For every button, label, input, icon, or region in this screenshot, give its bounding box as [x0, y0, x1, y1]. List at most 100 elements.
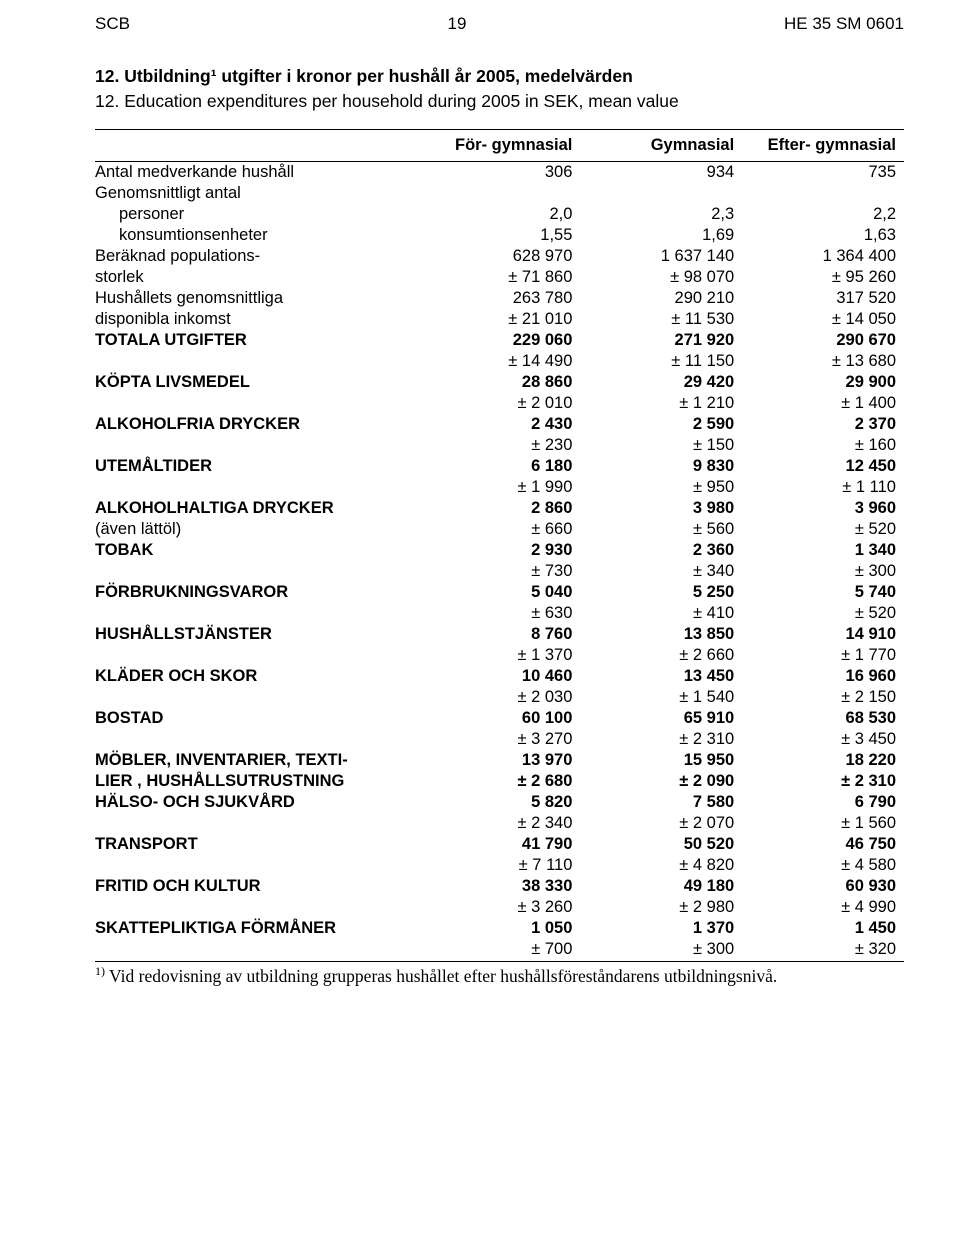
row-value: 15 950: [580, 750, 742, 771]
row-value: 229 060: [419, 330, 581, 351]
row-value: ± 340: [580, 561, 742, 582]
table-row: ALKOHOLHALTIGA DRYCKER2 8603 9803 960: [95, 498, 904, 519]
row-value: 65 910: [580, 708, 742, 729]
row-value: ± 2 340: [419, 813, 581, 834]
row-value: ± 1 210: [580, 393, 742, 414]
footnote: 1) Vid redovisning av utbildning grupper…: [95, 964, 904, 987]
row-value: ± 2 010: [419, 393, 581, 414]
row-value: ± 950: [580, 477, 742, 498]
row-value: ± 2 310: [742, 771, 904, 792]
row-label: FÖRBRUKNINGSVAROR: [95, 582, 419, 603]
row-value: ± 11 530: [580, 309, 742, 330]
title-english: 12. Education expenditures per household…: [95, 89, 904, 114]
row-value: ± 21 010: [419, 309, 581, 330]
table-header-row: För- gymnasial Gymnasial Efter- gymnasia…: [95, 129, 904, 161]
row-label: UTEMÅLTIDER: [95, 456, 419, 477]
row-value: 16 960: [742, 666, 904, 687]
row-value: ± 11 150: [580, 351, 742, 372]
row-value: 7 580: [580, 792, 742, 813]
row-label: TOTALA UTGIFTER: [95, 330, 419, 351]
row-value: 2 370: [742, 414, 904, 435]
row-value: 9 830: [580, 456, 742, 477]
table-row: FRITID OCH KULTUR38 33049 18060 930: [95, 876, 904, 897]
row-value: ± 98 070: [580, 267, 742, 288]
row-value: 2,2: [742, 204, 904, 225]
row-label: TOBAK: [95, 540, 419, 561]
row-value: 2,0: [419, 204, 581, 225]
row-value: 6 790: [742, 792, 904, 813]
row-value: ± 3 450: [742, 729, 904, 750]
table-row: Hushållets genomsnittliga263 780290 2103…: [95, 288, 904, 309]
row-value: 46 750: [742, 834, 904, 855]
table-row: ± 1 370± 2 660± 1 770: [95, 645, 904, 666]
table-row: FÖRBRUKNINGSVAROR5 0405 2505 740: [95, 582, 904, 603]
row-value: ± 7 110: [419, 855, 581, 876]
row-value: 1,69: [580, 225, 742, 246]
row-value: 2 430: [419, 414, 581, 435]
row-value: 628 970: [419, 246, 581, 267]
footnote-sup: 1): [95, 964, 105, 978]
row-value: 41 790: [419, 834, 581, 855]
row-value: 735: [742, 161, 904, 183]
row-value: ± 730: [419, 561, 581, 582]
row-value: ± 700: [419, 939, 581, 962]
table-row: LIER , HUSHÅLLSUTRUSTNING± 2 680± 2 090±…: [95, 771, 904, 792]
row-value: ± 14 490: [419, 351, 581, 372]
row-value: 38 330: [419, 876, 581, 897]
row-value: ± 560: [580, 519, 742, 540]
row-value: 1,63: [742, 225, 904, 246]
row-value: 5 250: [580, 582, 742, 603]
row-label: [95, 435, 419, 456]
row-label: [95, 855, 419, 876]
row-value: 18 220: [742, 750, 904, 771]
row-value: ± 2 310: [580, 729, 742, 750]
table-row: UTEMÅLTIDER6 1809 83012 450: [95, 456, 904, 477]
row-value: ± 2 980: [580, 897, 742, 918]
table-row: ± 14 490± 11 150± 13 680: [95, 351, 904, 372]
table-row: ± 700± 300± 320: [95, 939, 904, 962]
table-row: MÖBLER, INVENTARIER, TEXTI-13 97015 9501…: [95, 750, 904, 771]
table-row: Genomsnittligt antal: [95, 183, 904, 204]
row-label: [95, 645, 419, 666]
table-row: TOTALA UTGIFTER229 060271 920290 670: [95, 330, 904, 351]
row-value: 1 450: [742, 918, 904, 939]
row-value: ± 1 400: [742, 393, 904, 414]
row-value: ± 410: [580, 603, 742, 624]
table-row: KÖPTA LIVSMEDEL28 86029 42029 900: [95, 372, 904, 393]
row-label: personer: [95, 204, 419, 225]
row-label: storlek: [95, 267, 419, 288]
col-header-1: För- gymnasial: [419, 129, 581, 161]
row-label: [95, 603, 419, 624]
table-row: ± 730± 340± 300: [95, 561, 904, 582]
row-value: 3 960: [742, 498, 904, 519]
row-value: 2 360: [580, 540, 742, 561]
row-value: 1,55: [419, 225, 581, 246]
row-label: LIER , HUSHÅLLSUTRUSTNING: [95, 771, 419, 792]
row-value: ± 1 770: [742, 645, 904, 666]
table-row: ± 230± 150± 160: [95, 435, 904, 456]
row-value: 263 780: [419, 288, 581, 309]
row-value: 290 210: [580, 288, 742, 309]
row-value: 2 860: [419, 498, 581, 519]
row-label: [95, 897, 419, 918]
table-row: ± 1 990± 950± 1 110: [95, 477, 904, 498]
row-value: ± 95 260: [742, 267, 904, 288]
row-value: 1 364 400: [742, 246, 904, 267]
row-value: 12 450: [742, 456, 904, 477]
table-row: ± 2 340± 2 070± 1 560: [95, 813, 904, 834]
table-row: Beräknad populations-628 9701 637 1401 3…: [95, 246, 904, 267]
row-value: ± 1 110: [742, 477, 904, 498]
table-row: SKATTEPLIKTIGA FÖRMÅNER1 0501 3701 450: [95, 918, 904, 939]
row-value: [742, 183, 904, 204]
row-label: TRANSPORT: [95, 834, 419, 855]
table-row: ALKOHOLFRIA DRYCKER2 4302 5902 370: [95, 414, 904, 435]
row-value: ± 14 050: [742, 309, 904, 330]
header-center: 19: [130, 14, 784, 34]
row-value: ± 150: [580, 435, 742, 456]
row-label: [95, 939, 419, 962]
row-value: 5 040: [419, 582, 581, 603]
row-label: [95, 813, 419, 834]
row-value: 13 970: [419, 750, 581, 771]
footnote-text: Vid redovisning av utbildning grupperas …: [105, 966, 777, 986]
row-value: 2 590: [580, 414, 742, 435]
